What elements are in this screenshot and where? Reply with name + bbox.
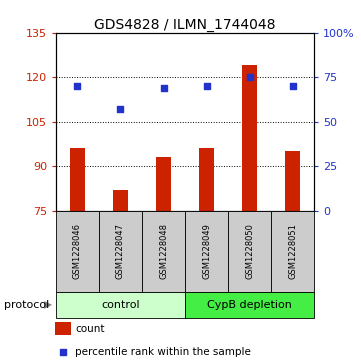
Text: GSM1228047: GSM1228047 [116,223,125,280]
Text: GSM1228051: GSM1228051 [288,224,297,279]
Point [290,83,295,89]
Bar [142,211,185,292]
Bar [55,322,71,335]
Bar [156,157,171,211]
Text: control: control [101,300,140,310]
Text: GSM1228050: GSM1228050 [245,224,254,279]
Point [75,83,81,89]
Text: GSM1228048: GSM1228048 [159,223,168,280]
Text: protocol: protocol [4,300,49,310]
Bar [113,190,128,211]
Bar [99,211,142,292]
Text: CypB depletion: CypB depletion [207,300,292,310]
Text: count: count [75,323,105,334]
Point [247,74,252,80]
Bar [285,151,300,211]
Bar [242,65,257,211]
Bar [185,292,314,318]
Point [118,106,123,112]
Text: percentile rank within the sample: percentile rank within the sample [75,347,251,357]
Bar [271,211,314,292]
Bar [199,148,214,211]
Text: GSM1228046: GSM1228046 [73,223,82,280]
Point [60,349,65,355]
Bar [56,292,185,318]
Point [204,83,209,89]
Bar [228,211,271,292]
Bar [70,148,85,211]
Bar [185,211,228,292]
Point [161,85,166,91]
Text: GSM1228049: GSM1228049 [202,224,211,279]
Title: GDS4828 / ILMN_1744048: GDS4828 / ILMN_1744048 [94,18,276,32]
Bar [56,211,99,292]
